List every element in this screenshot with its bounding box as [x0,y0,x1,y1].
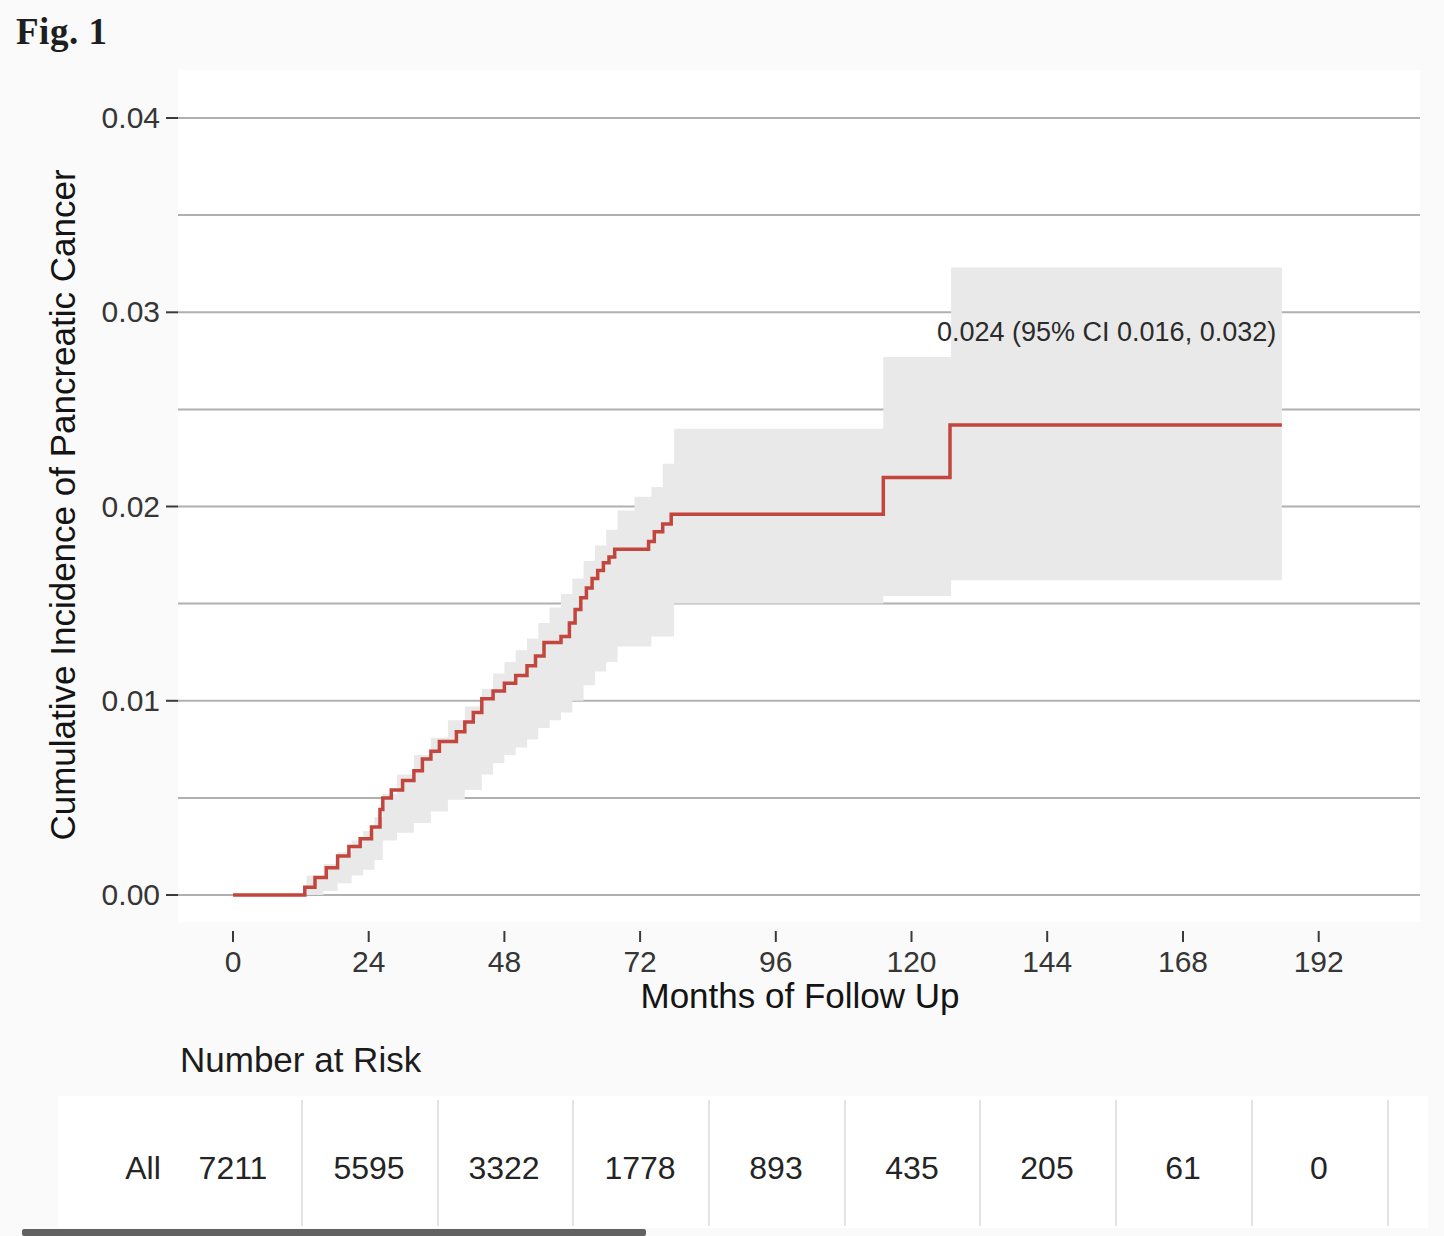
y-tick-label: 0.01 [102,684,160,717]
cropped-caption-artifact [22,1229,646,1236]
risk-count-cell: 205 [977,1150,1117,1186]
x-tick-label: 72 [623,945,656,978]
y-tick-label: 0.03 [102,295,160,328]
risk-count-cell: 0 [1249,1150,1389,1186]
risk-count-cell: 893 [706,1150,846,1186]
y-tick-label: 0.04 [102,101,160,134]
x-tick-label: 120 [886,945,936,978]
x-tick-label: 24 [352,945,385,978]
x-tick-label: 96 [759,945,792,978]
risk-count-cell: 1778 [570,1150,710,1186]
x-tick-label: 48 [488,945,521,978]
x-tick-label: 168 [1158,945,1208,978]
risk-count-cell: 5595 [299,1150,439,1186]
y-axis-title: Cumulative Incidence of Pancreatic Cance… [43,169,82,841]
x-axis-ticks: 0 24 48 72 96 120 144 168 192 [225,931,1344,978]
x-tick-label: 192 [1294,945,1344,978]
x-tick-label: 0 [225,945,242,978]
risk-count-cell: 435 [842,1150,982,1186]
number-at-risk-title: Number at Risk [180,1040,421,1080]
risk-count-cell: 3322 [434,1150,574,1186]
risk-count-cell: 61 [1113,1150,1253,1186]
y-axis-ticks: 0.00 0.01 0.02 0.03 0.04 [102,101,178,911]
risk-count-cell: 7211 [163,1150,303,1186]
cumulative-incidence-chart: 0.00 0.01 0.02 0.03 0.04 0 24 48 72 96 120 144 168 1… [0,0,1444,1040]
x-axis-title: Months of Follow Up [640,976,959,1015]
x-tick-label: 144 [1022,945,1072,978]
y-tick-label: 0.00 [102,878,160,911]
ci-annotation: 0.024 (95% CI 0.016, 0.032) [937,317,1276,347]
y-tick-label: 0.02 [102,490,160,523]
